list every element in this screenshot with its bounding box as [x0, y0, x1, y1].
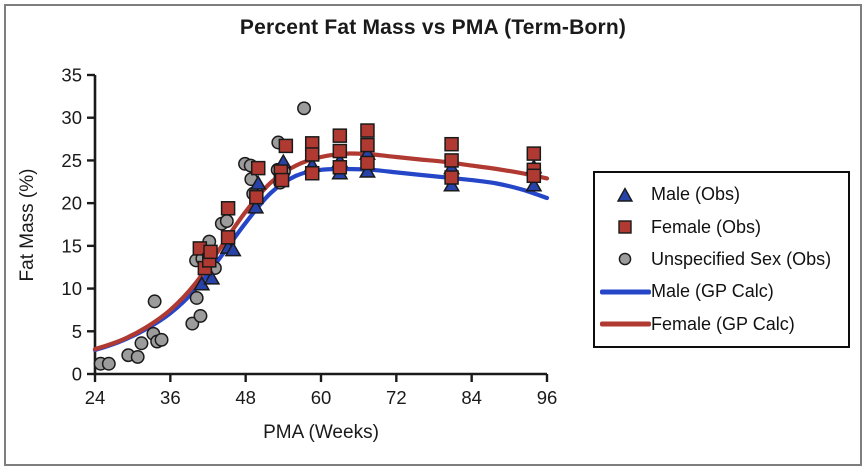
legend-label: Female (GP Calc)	[651, 313, 795, 334]
data-point-unspecified-sex-obs	[189, 291, 204, 305]
data-point-unspecified-sex-obs	[154, 332, 169, 347]
y-tick-label: 0	[72, 363, 82, 384]
data-point-female-obs	[360, 137, 375, 153]
chart-title: Percent Fat Mass vs PMA (Term-Born)	[239, 16, 627, 39]
data-point-female-obs	[332, 160, 348, 175]
female-obs-square-icon	[618, 220, 632, 234]
data-point-male-obs	[525, 176, 543, 192]
data-point-female-obs	[526, 146, 542, 161]
y-tick-label: 30	[61, 107, 82, 128]
y-tick-label: 15	[61, 235, 82, 256]
data-point-female-obs	[360, 123, 375, 138]
data-point-unspecified-sex-obs	[147, 294, 162, 309]
data-point-female-obs	[274, 172, 290, 188]
x-tick-label: 48	[235, 387, 256, 408]
data-point-unspecified-sex-obs	[101, 356, 116, 371]
data-point-female-obs	[220, 201, 236, 216]
legend-entry-female-obs: Female (Obs)	[599, 217, 848, 238]
data-point-female-obs	[444, 136, 459, 152]
data-point-male-obs	[247, 198, 265, 214]
y-tick-label: 20	[61, 193, 82, 214]
legend-label: Unspecified Sex (Obs)	[651, 248, 832, 269]
x-tick-label: 36	[160, 387, 181, 408]
data-point-female-obs	[304, 147, 320, 162]
y-tick-label: 5	[72, 321, 82, 342]
legend-entry-male-obs: Male (Obs)	[599, 184, 848, 205]
data-point-female-obs	[203, 244, 218, 260]
data-point-female-obs	[332, 128, 348, 143]
data-point-female-obs	[360, 155, 375, 171]
data-point-unspecified-sex-obs	[193, 308, 208, 323]
data-point-male-obs	[203, 269, 221, 285]
data-point-female-obs	[526, 168, 542, 184]
data-point-female-obs	[249, 189, 264, 205]
y-tick-label: 25	[61, 150, 82, 171]
x-axis-label: PMA (Weeks)	[263, 422, 379, 443]
x-tick-label: 96	[537, 387, 558, 408]
data-point-female-obs	[304, 165, 320, 181]
x-tick-label: 60	[311, 387, 332, 408]
male-gp-line-icon	[600, 289, 651, 295]
data-point-female-obs	[444, 153, 459, 168]
data-point-female-obs	[250, 160, 266, 176]
data-point-unspecified-sex-obs	[297, 101, 311, 116]
y-axis-label: Fat Mass (%)	[17, 168, 38, 282]
data-point-female-obs	[444, 170, 459, 185]
gp-curve-male	[92, 166, 550, 353]
legend-entry-unspecified-obs: Unspecified Sex (Obs)	[599, 249, 848, 270]
data-point-unspecified-sex-obs	[134, 336, 149, 351]
gp-curve-female	[92, 151, 550, 352]
legend-entry-female-gp: Female (GP Calc)	[599, 314, 848, 335]
data-point-female-obs	[278, 138, 294, 154]
legend-label: Male (Obs)	[651, 184, 741, 205]
data-point-female-obs	[220, 230, 236, 245]
female-gp-line-icon	[600, 321, 651, 327]
legend-label: Female (Obs)	[651, 216, 762, 237]
legend-label: Male (GP Calc)	[651, 281, 774, 302]
data-point-female-obs	[332, 143, 348, 159]
y-tick-label: 10	[61, 278, 82, 299]
data-point-unspecified-sex-obs	[219, 214, 234, 229]
y-tick-label: 35	[61, 64, 82, 85]
x-tick-label: 72	[386, 387, 407, 408]
data-point-unspecified-sex-obs	[130, 349, 145, 364]
male-obs-triangle-icon	[616, 186, 634, 202]
legend: Male (Obs) Female (Obs) Unspecified Sex …	[593, 171, 850, 348]
unspecified-obs-circle-icon	[618, 253, 632, 266]
data-point-male-obs	[224, 241, 242, 257]
x-tick-label: 84	[461, 387, 482, 408]
data-point-male-obs	[249, 174, 267, 190]
data-point-male-obs	[358, 163, 376, 178]
legend-entry-male-gp: Male (GP Calc)	[599, 281, 848, 302]
x-tick-label: 24	[85, 387, 106, 408]
